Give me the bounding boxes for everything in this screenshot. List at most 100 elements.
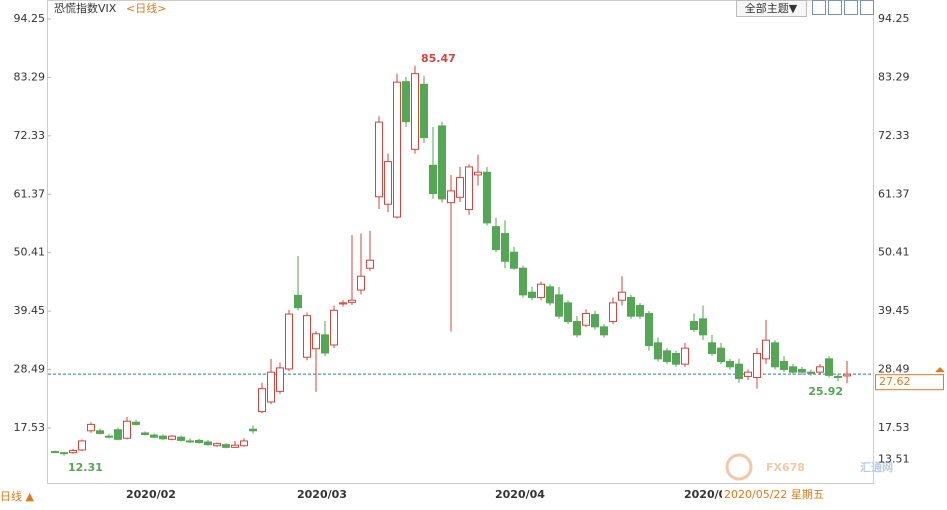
candle-body [375, 121, 383, 198]
watermark-brand: FX678 [766, 461, 805, 474]
candle-body [123, 420, 131, 439]
tool-icon[interactable] [812, 0, 826, 15]
candle-body [195, 439, 203, 444]
candle-body [150, 434, 158, 438]
candle-body [762, 339, 770, 360]
candle-body [438, 125, 446, 200]
candle-body [168, 435, 176, 440]
candle-body [213, 443, 221, 447]
y-tick-label-right: 61.37 [878, 187, 910, 200]
tool-icon[interactable] [828, 0, 842, 15]
tool-icon[interactable] [860, 0, 874, 15]
candle-body [519, 267, 527, 296]
theme-button-label[interactable]: 全部主题▼ [745, 1, 798, 15]
watermark-logo [725, 453, 753, 481]
candle-body [87, 423, 95, 432]
toolbar-icons[interactable] [812, 0, 874, 15]
y-tick-label: 28.49 [14, 363, 46, 376]
period-switch[interactable]: 日线 ▲ [0, 489, 34, 503]
candle-body [537, 283, 545, 299]
candle-body [573, 321, 581, 336]
candle-body [726, 360, 734, 368]
candle-body [402, 81, 410, 123]
plot-frame [47, 0, 874, 484]
candle-body [645, 313, 653, 347]
candle-body [276, 367, 284, 392]
candle-body [735, 363, 743, 380]
candle-body [312, 333, 320, 350]
candle-body [411, 73, 419, 150]
watermark-cn: 汇通网 [860, 461, 893, 474]
candle-body [267, 371, 275, 403]
candle-body [717, 347, 725, 362]
y-tick-label-right: 39.45 [878, 304, 910, 317]
x-tick-label: 2020/02 [126, 488, 176, 501]
y-tick-label-right: 72.33 [878, 129, 910, 142]
candle-body [753, 353, 761, 378]
price-tag-label: 27.62 [879, 375, 911, 388]
candle-body [231, 444, 239, 448]
tool-icon[interactable] [844, 0, 858, 15]
y-tick-label: 50.41 [14, 246, 46, 259]
candle-body [510, 251, 518, 269]
candle-body [609, 302, 617, 323]
x-tick-label: 2020/05 [684, 488, 734, 501]
candle-body [834, 375, 842, 378]
candle-body [564, 302, 572, 323]
candle-body [105, 435, 113, 438]
candle-body [636, 305, 644, 317]
candle-body [618, 291, 626, 301]
candle-body [582, 313, 590, 326]
candle-body [78, 440, 86, 451]
candle-body [420, 83, 428, 139]
candle-body [483, 171, 491, 224]
candle-body [492, 226, 500, 251]
candle-body [627, 297, 635, 317]
chart-title: 恐慌指数VIX [54, 1, 117, 15]
y-tick-label: 94.25 [14, 12, 46, 25]
candle-body [672, 353, 680, 365]
last-low-label: 25.92 [808, 385, 843, 398]
candle-body [240, 440, 248, 447]
cursor-date: 2020/05/22 星期五 [724, 488, 824, 501]
watermark: FX678 汇通网 [725, 453, 893, 481]
candle-body [357, 275, 365, 291]
candle-body [429, 164, 437, 195]
candle-body [816, 366, 824, 373]
min-label: 12.31 [68, 461, 103, 474]
y-tick-label-right: 50.41 [878, 246, 910, 259]
y-tick-label-right: 83.29 [878, 70, 910, 83]
y-min-label: 13.51 [878, 452, 910, 465]
candle-body [330, 309, 338, 346]
y-tick-label: 17.53 [14, 421, 46, 434]
candle-body [465, 166, 473, 211]
candle-body [501, 233, 509, 262]
candle-body [690, 321, 698, 331]
candle-body [807, 371, 815, 374]
candle-body [60, 452, 68, 455]
candle-body [366, 259, 374, 269]
candle-body [141, 432, 149, 436]
theme-button[interactable] [736, 0, 807, 17]
candle-body [294, 294, 302, 309]
candle-body [204, 441, 212, 446]
y-tick-label: 83.29 [14, 70, 46, 83]
candle-body [708, 342, 716, 355]
price-tag [875, 374, 944, 391]
candle-body [96, 430, 104, 434]
candle-body [303, 315, 311, 358]
candle-body [546, 286, 554, 304]
candle-body [132, 421, 140, 425]
x-tick-label: 2020/04 [495, 488, 545, 501]
y-tick-label-right: 94.25 [878, 12, 910, 25]
candle-body [591, 314, 599, 328]
candle-body [456, 177, 464, 198]
candle-body [555, 294, 563, 317]
candle-body [699, 318, 707, 336]
candle-body [348, 299, 356, 303]
period-link[interactable]: <日线> [126, 1, 166, 15]
candle-body [69, 450, 77, 454]
candle-body [789, 366, 797, 373]
candle-body [393, 81, 401, 218]
